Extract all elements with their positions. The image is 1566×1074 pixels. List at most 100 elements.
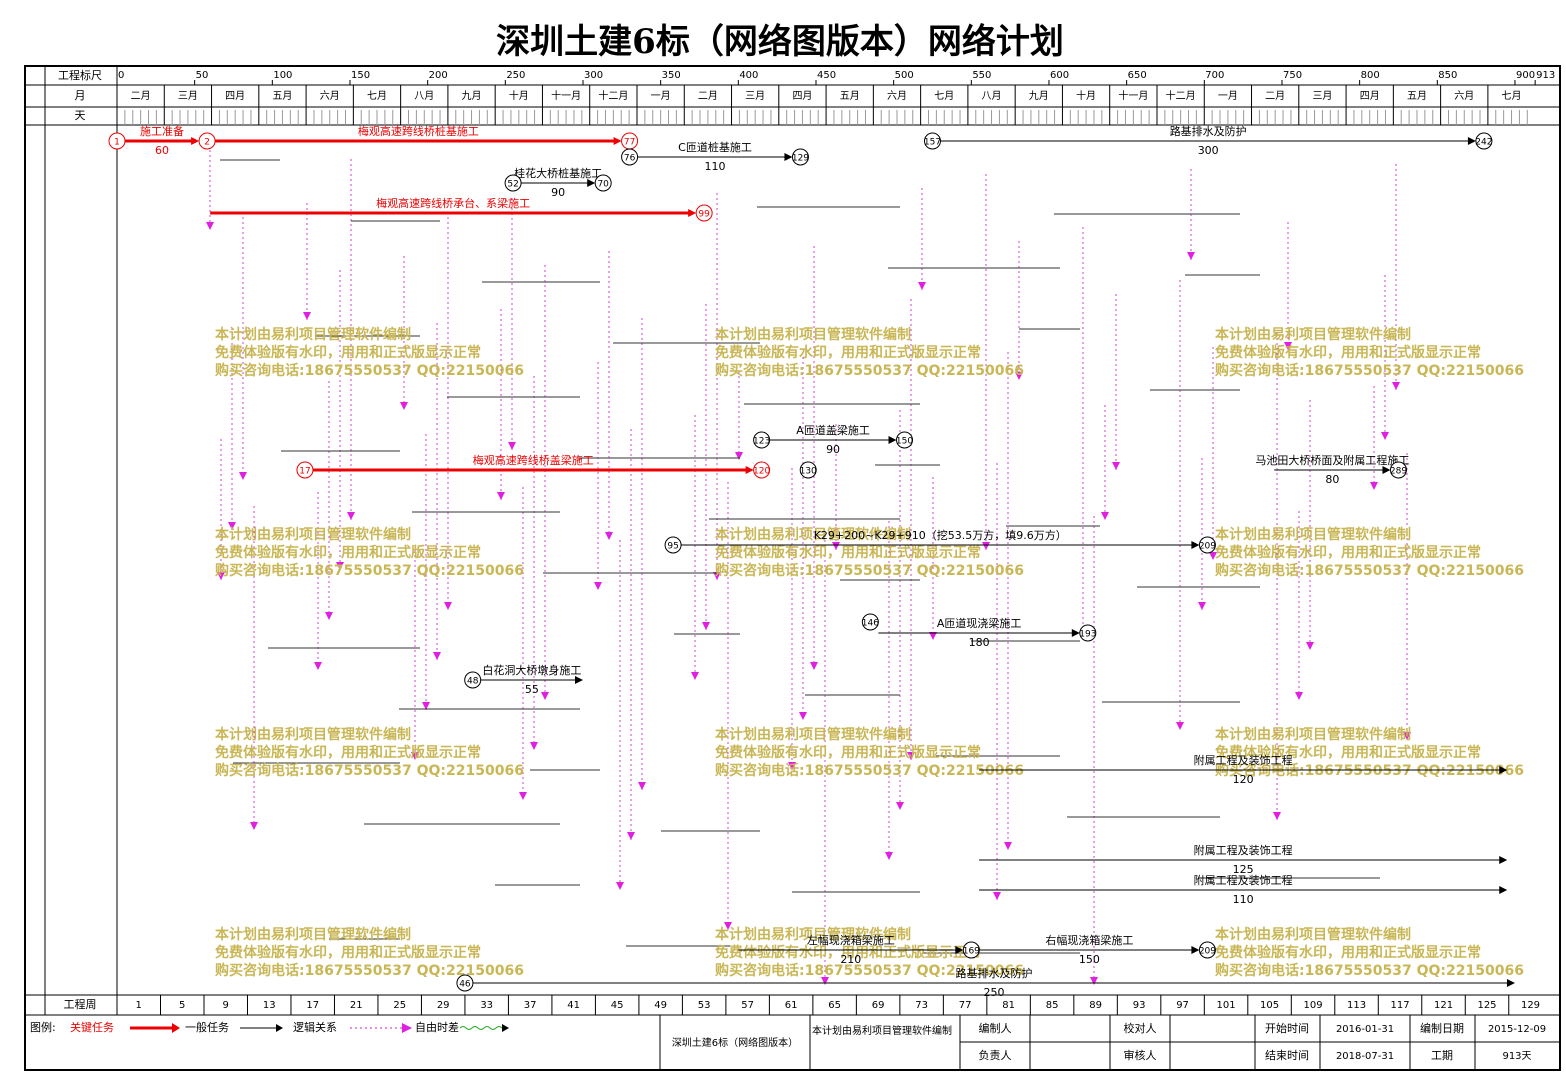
logic-arrow <box>1392 382 1400 390</box>
task-name: C匝道桩基施工 <box>678 140 752 154</box>
duration-label: 工期 <box>1431 1049 1453 1062</box>
week-label: 81 <box>1002 1000 1015 1011</box>
logic-arrow <box>1101 512 1109 520</box>
logic-arrow <box>206 222 214 230</box>
week-label: 25 <box>393 1000 406 1011</box>
logic-arrow <box>713 572 721 580</box>
week-label: 13 <box>263 1000 276 1011</box>
watermark: 本计划由易利项目管理软件编制 <box>215 526 411 543</box>
logic-arrow <box>982 542 990 550</box>
node-label: 289 <box>1390 467 1407 477</box>
logic-arrow <box>433 652 441 660</box>
month: 一月 <box>651 90 671 102</box>
logic-arrow <box>616 882 624 890</box>
task-arrow <box>888 436 897 444</box>
software-note-box: 本计划由易利项目管理软件编制 <box>812 1026 952 1037</box>
logic-arrow <box>508 442 516 450</box>
logic-arrow <box>1381 432 1389 440</box>
week-label: 93 <box>1133 1000 1146 1011</box>
month-label: 月 <box>75 89 86 102</box>
task-duration: 110 <box>705 160 726 173</box>
logic-arrow <box>1176 722 1184 730</box>
logic-arrow <box>896 802 904 810</box>
logic-arrow <box>627 832 635 840</box>
node-label: 120 <box>753 467 770 477</box>
logic-arrow <box>1004 842 1012 850</box>
ruler-label: 0 <box>118 70 124 81</box>
logic-arrow <box>1403 732 1411 740</box>
logic-arrow <box>702 622 710 630</box>
task-arrow <box>1467 137 1476 145</box>
logic-arrow <box>444 602 452 610</box>
month: 四月 <box>225 90 245 102</box>
month: 十月 <box>1076 89 1096 102</box>
logic-arrow <box>832 542 840 550</box>
manager: 负责人 <box>979 1048 1012 1062</box>
node-label: 70 <box>597 180 609 190</box>
week-label: 33 <box>480 1000 493 1011</box>
logic-arrow <box>788 762 796 770</box>
task-arrow <box>1382 466 1391 474</box>
node <box>896 431 914 449</box>
watermark: 免费体验版有水印，用用和正式版显示正常 <box>715 544 981 561</box>
logic-arrow <box>799 712 807 720</box>
task-duration: 80 <box>1325 473 1339 486</box>
logic-arrow <box>1187 252 1195 260</box>
logic-arrow <box>422 702 430 710</box>
legend-logic: 逻辑关系 <box>293 1020 337 1034</box>
task-duration: 55 <box>525 683 539 696</box>
node-label: 242 <box>1475 138 1492 148</box>
logic-arrow <box>1295 692 1303 700</box>
logic-arrow <box>497 492 505 500</box>
ruler-label: 913 <box>1536 70 1555 81</box>
node <box>464 671 482 689</box>
task-arrow <box>955 946 964 954</box>
watermark: 购买咨询电话:18675550537 QQ:22150066 <box>215 762 524 779</box>
logic-arrow <box>314 662 322 670</box>
month: 十二月 <box>598 89 628 102</box>
task-arrow <box>587 179 596 187</box>
logic-arrow <box>810 662 818 670</box>
task-name: 左幅现浇箱梁施工 <box>807 933 895 947</box>
node-label: 77 <box>624 138 635 148</box>
week-label: 73 <box>915 1000 928 1011</box>
legend-arrow <box>276 1024 283 1032</box>
week-label: 49 <box>654 1000 667 1011</box>
legend-arrow <box>172 1023 180 1033</box>
logic-arrow <box>918 282 926 290</box>
node <box>1079 624 1097 642</box>
logic-arrow <box>594 582 602 590</box>
task-duration: 180 <box>969 636 990 649</box>
logic-arrow <box>1198 602 1206 610</box>
watermark: 购买咨询电话:18675550537 QQ:22150066 <box>715 962 1024 979</box>
task-duration: 210 <box>840 953 861 966</box>
task-name: A匝道盖梁施工 <box>796 423 870 437</box>
watermark: 免费体验版有水印，用用和正式版显示正常 <box>215 344 481 361</box>
watermark: 购买咨询电话:18675550537 QQ:22150066 <box>215 362 524 379</box>
logic-arrow <box>541 692 549 700</box>
watermark: 免费体验版有水印，用用和正式版显示正常 <box>1215 544 1481 561</box>
watermark: 购买咨询电话:18675550537 QQ:22150066 <box>1215 562 1524 579</box>
watermark: 免费体验版有水印，用用和正式版显示正常 <box>1215 744 1481 761</box>
node <box>296 461 314 479</box>
node-label: 157 <box>924 138 941 148</box>
task-arrow <box>1499 766 1508 774</box>
watermark: 本计划由易利项目管理软件编制 <box>715 726 911 743</box>
watermark: 本计划由易利项目管理软件编制 <box>715 926 911 943</box>
node <box>664 536 682 554</box>
ruler-label: 150 <box>351 70 370 81</box>
logic-arrow <box>1015 372 1023 380</box>
nodes: 1 2 77 157 242 76 129 52 70 99 150 123 120 17 209 95 146… <box>108 132 1492 992</box>
logic-arrow <box>821 977 829 985</box>
week-label: 1 <box>136 1000 142 1011</box>
watermark: 购买咨询电话:18675550537 QQ:22150066 <box>715 562 1024 579</box>
footer: 图例: 关键任务 一般任务 逻辑关系 自由时差 深圳土建6标（网络图版本） 本计… <box>30 1015 1560 1070</box>
logic-arrow <box>691 672 699 680</box>
software-note: 本计划由易利项目管理软件编制 <box>812 1026 952 1037</box>
node <box>1198 941 1216 959</box>
watermark: 购买咨询电话:18675550537 QQ:22150066 <box>215 562 524 579</box>
week-label: 101 <box>1217 1000 1236 1011</box>
week-label: 117 <box>1390 1000 1409 1011</box>
watermark: 免费体验版有水印，用用和正式版显示正常 <box>715 744 981 761</box>
logic-arrow <box>303 312 311 320</box>
